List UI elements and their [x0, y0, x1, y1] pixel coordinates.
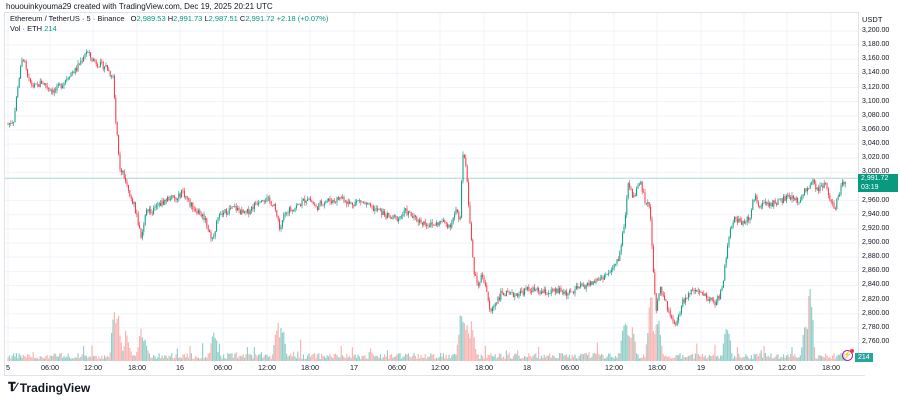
price-tick: 2,800.00 [862, 309, 890, 317]
volume-label[interactable]: Vol · ETH [10, 24, 43, 33]
chart-grid [5, 13, 858, 362]
price-tick: 2,840.00 [862, 281, 890, 289]
notification-dot [850, 349, 854, 353]
price-tick: 2,940.00 [862, 210, 890, 218]
time-tick: 06:00 [735, 363, 753, 372]
time-tick: 17 [350, 363, 358, 372]
bar-countdown: 03:19 [861, 183, 879, 191]
time-tick: 12:00 [84, 363, 102, 372]
time-tick: 18 [523, 363, 531, 372]
time-tick: 12:00 [778, 363, 796, 372]
price-tick: 2,960.00 [862, 196, 890, 204]
price-tick: 3,020.00 [862, 154, 890, 162]
price-tick: 3,040.00 [862, 140, 890, 148]
price-tick: 3,100.00 [862, 97, 890, 105]
price-unit[interactable]: USDT [862, 15, 883, 24]
price-tick: 3,120.00 [862, 83, 890, 91]
price-tick: 2,920.00 [862, 224, 890, 232]
price-tick: 3,140.00 [862, 69, 890, 77]
price-tick: 3,180.00 [862, 41, 890, 49]
current-price-badge: 2,991.72 03:19 [858, 174, 898, 192]
time-tick: 5 [6, 363, 10, 372]
time-tick: 12:00 [431, 363, 449, 372]
time-tick: 18:00 [822, 363, 840, 372]
close-value: 2,991.72 [245, 14, 275, 23]
ohlc-row: Ethereum / TetherUS · 5 · Binance O2,989… [10, 14, 328, 24]
price-tick: 2,880.00 [862, 253, 890, 261]
tradingview-logo-icon: 𝐓∕ [8, 380, 17, 394]
volume-value: 214 [44, 24, 57, 33]
open-label: O [130, 14, 137, 23]
chart-credit: hououinkyouma29 created with TradingView… [6, 2, 273, 11]
price-tick: 2,760.00 [862, 338, 890, 345]
volume-row: Vol · ETH 214 [10, 24, 328, 34]
high-value: 2,991.73 [173, 14, 203, 23]
time-tick: 06:00 [41, 363, 59, 372]
candlestick-series [7, 49, 846, 327]
price-tick: 3,000.00 [862, 168, 890, 176]
lightning-icon[interactable]: ⚡ [842, 349, 854, 361]
high-label: H [167, 14, 174, 23]
time-tick: 18:00 [301, 363, 319, 372]
price-tick: 3,160.00 [862, 55, 890, 63]
chart-frame [4, 12, 865, 376]
price-tick: 2,900.00 [862, 239, 890, 247]
symbol-title[interactable]: Ethereum / TetherUS · 5 · Binance [10, 14, 125, 23]
logo-text: TradingView [19, 380, 91, 395]
tradingview-logo[interactable]: 𝐓∕ TradingView [8, 380, 90, 395]
volume-bars [7, 288, 846, 361]
current-price-value: 2,991.72 [861, 175, 889, 182]
change-value: +2.18 (+0.07%) [276, 14, 329, 23]
price-tick: 3,060.00 [862, 125, 890, 133]
price-tick: 3,200.00 [862, 27, 890, 34]
time-tick: 12:00 [605, 363, 623, 372]
price-tick: 3,080.00 [862, 111, 890, 119]
time-tick: 18:00 [128, 363, 146, 372]
price-tick: 2,780.00 [862, 323, 890, 331]
time-tick: 16 [176, 363, 184, 372]
time-tick: 18:00 [475, 363, 493, 372]
price-tick: 2,820.00 [862, 295, 890, 303]
time-tick: 12:00 [258, 363, 276, 372]
chart-legend: Ethereum / TetherUS · 5 · Binance O2,989… [10, 14, 328, 34]
time-tick: 06:00 [214, 363, 232, 372]
price-tick: 2,860.00 [862, 267, 890, 275]
low-label: L [204, 14, 209, 23]
volume-badge: 214 [855, 353, 873, 362]
open-value: 2,989.53 [136, 14, 166, 23]
time-tick: 18:00 [648, 363, 666, 372]
low-value: 2,987.51 [208, 14, 238, 23]
close-label: C [239, 14, 246, 23]
time-tick: 19 [697, 363, 705, 372]
time-tick: 06:00 [388, 363, 406, 372]
time-tick: 06:00 [561, 363, 579, 372]
